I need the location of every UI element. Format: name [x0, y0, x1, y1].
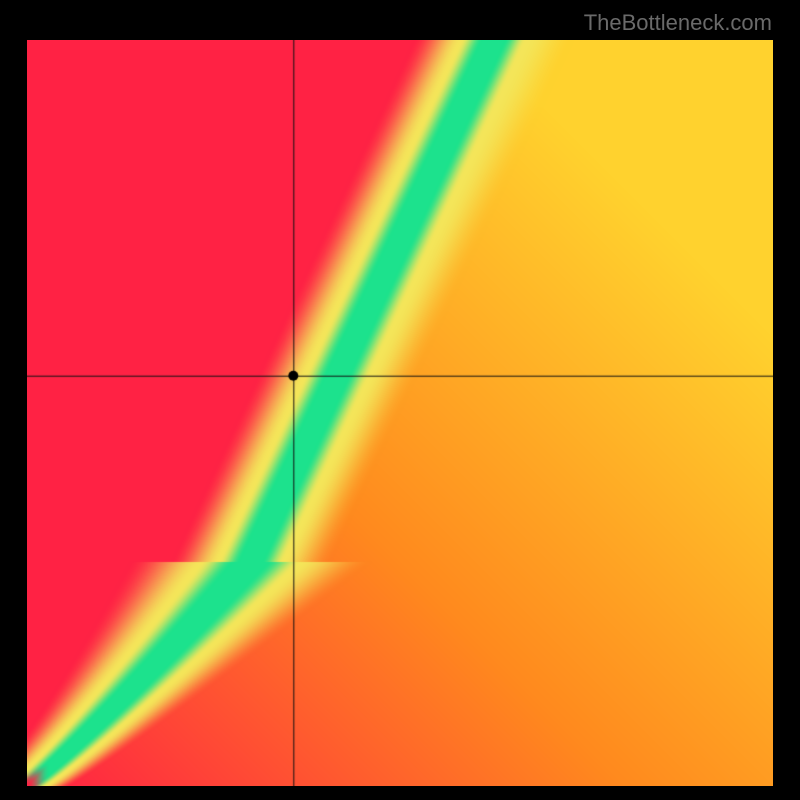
watermark-text: TheBottleneck.com [584, 10, 772, 36]
bottleneck-heatmap [27, 40, 773, 786]
heatmap-canvas [27, 40, 773, 786]
